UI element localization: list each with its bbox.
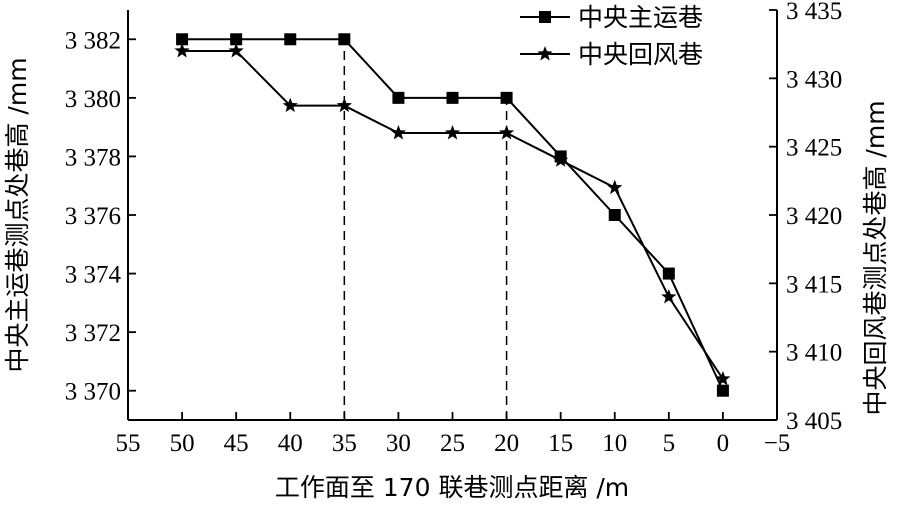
right-y-tick-label: 3 430 bbox=[786, 66, 842, 93]
x-tick-label: 20 bbox=[494, 430, 519, 457]
right-y-tick-label: 3 415 bbox=[786, 271, 842, 298]
right-y-axis-ticks: 3 405 3 410 3 415 3 420 3 425 3 430 3 435 bbox=[769, 0, 842, 435]
legend-label-series-2: 中央回风巷 bbox=[578, 40, 703, 69]
data-point-star bbox=[390, 125, 407, 140]
right-y-axis-title: 中央回风巷测点处巷高 /mm bbox=[861, 100, 890, 415]
x-axis-title: 工作面至 170 联巷测点距离 /m bbox=[275, 473, 629, 502]
x-axis-ticks: 55 50 45 40 35 30 25 20 15 10 5 0 −5 bbox=[116, 412, 791, 457]
right-y-tick-label: 3 410 bbox=[786, 340, 842, 367]
right-y-tick-label: 3 420 bbox=[786, 203, 842, 230]
data-point-star bbox=[444, 125, 461, 140]
left-y-tick-label: 3 380 bbox=[65, 86, 121, 113]
x-tick-label: 50 bbox=[170, 430, 195, 457]
data-point-star bbox=[553, 152, 569, 167]
data-point-square bbox=[662, 267, 675, 280]
data-point-square bbox=[608, 209, 621, 221]
left-y-axis-ticks: 3 370 3 372 3 374 3 376 3 378 3 380 3 382 bbox=[65, 27, 136, 406]
right-y-tick-label: 3 435 bbox=[786, 0, 842, 25]
x-tick-label: 45 bbox=[224, 430, 249, 457]
left-y-tick-label: 3 376 bbox=[65, 203, 121, 230]
left-y-axis-title: 中央主运巷测点处巷高 /mm bbox=[3, 57, 32, 372]
x-tick-label: 40 bbox=[278, 430, 303, 457]
x-tick-label: −5 bbox=[764, 430, 791, 457]
x-tick-label: 5 bbox=[663, 430, 676, 457]
x-tick-label: 15 bbox=[548, 430, 573, 457]
left-y-tick-label: 3 374 bbox=[65, 262, 122, 289]
data-point-star bbox=[607, 179, 623, 195]
legend-star-marker bbox=[537, 46, 553, 61]
right-y-tick-label: 3 405 bbox=[786, 408, 842, 435]
data-point-star bbox=[228, 43, 244, 58]
data-point-square bbox=[500, 91, 513, 104]
data-point-star bbox=[715, 371, 731, 386]
legend-label-series-1: 中央主运巷 bbox=[578, 3, 703, 32]
data-point-square bbox=[446, 91, 459, 104]
reference-lines bbox=[343, 39, 508, 420]
data-point-square bbox=[176, 33, 189, 46]
legend: 中央主运巷 中央回风巷 bbox=[520, 3, 703, 69]
x-tick-label: 25 bbox=[440, 430, 465, 457]
left-y-tick-label: 3 370 bbox=[65, 379, 121, 406]
data-point-star bbox=[174, 43, 190, 58]
axes bbox=[127, 10, 778, 421]
x-tick-label: 55 bbox=[116, 430, 141, 457]
data-point-square bbox=[284, 33, 297, 46]
series-group bbox=[174, 33, 731, 397]
legend-square-marker bbox=[539, 11, 551, 23]
data-point-square bbox=[716, 384, 729, 397]
data-point-square bbox=[392, 91, 405, 104]
x-tick-label: 30 bbox=[386, 430, 411, 457]
data-point-star bbox=[336, 97, 352, 113]
data-point-square bbox=[230, 33, 243, 46]
x-tick-label: 35 bbox=[332, 430, 357, 457]
x-tick-label: 10 bbox=[602, 430, 627, 457]
left-y-tick-label: 3 382 bbox=[65, 27, 121, 54]
x-tick-label: 0 bbox=[717, 430, 730, 457]
data-point-star bbox=[498, 125, 515, 140]
left-y-tick-label: 3 372 bbox=[65, 320, 121, 347]
data-point-star bbox=[282, 97, 298, 113]
left-y-tick-label: 3 378 bbox=[65, 144, 121, 171]
right-y-tick-label: 3 425 bbox=[786, 135, 842, 162]
data-point-square bbox=[338, 33, 351, 46]
data-point-star bbox=[661, 289, 677, 304]
